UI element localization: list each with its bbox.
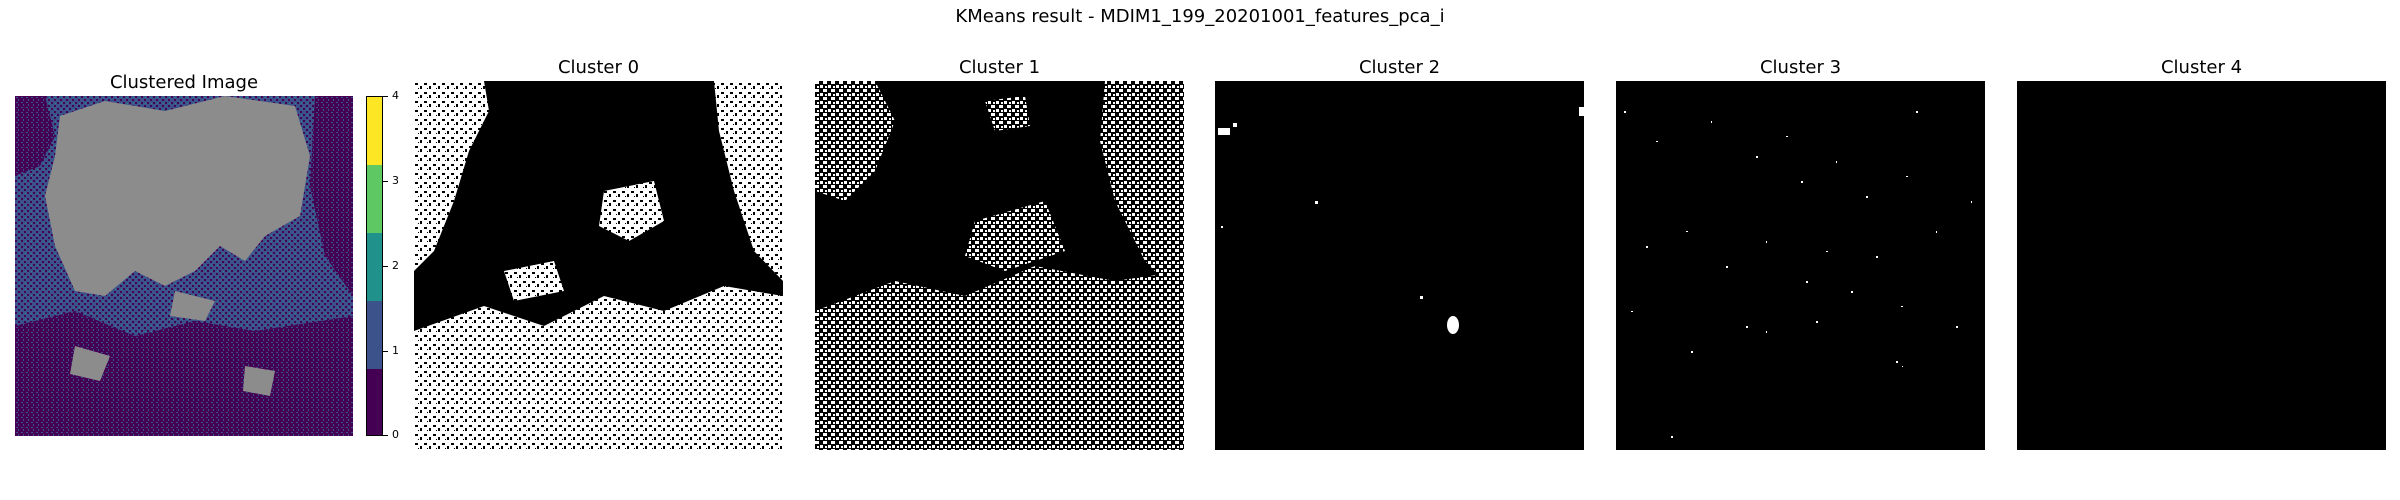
colorbar-tick-label: 3 bbox=[392, 174, 399, 187]
colorbar-tick bbox=[383, 181, 388, 182]
clustered-image-gray-patch bbox=[70, 346, 110, 381]
colorbar-segment-2 bbox=[367, 233, 382, 301]
clustered-image-title: Clustered Image bbox=[109, 72, 259, 93]
colorbar-tick-label: 4 bbox=[392, 89, 399, 102]
clustered-image-dark-region-left bbox=[15, 96, 55, 176]
colorbar-tick-label: 1 bbox=[392, 344, 399, 357]
cluster-4-title: Cluster 4 bbox=[2160, 57, 2243, 78]
colorbar-tick bbox=[383, 351, 388, 352]
clustered-image-dark-region-right bbox=[310, 96, 353, 296]
cluster-0-mask-panel bbox=[414, 81, 783, 450]
cluster-1-mask-region bbox=[985, 96, 1030, 131]
cluster-2-mask-spot bbox=[1579, 107, 1584, 116]
cluster-1-title: Cluster 1 bbox=[958, 57, 1041, 78]
clustered-image-gray-patch bbox=[170, 291, 215, 321]
colorbar bbox=[366, 96, 383, 436]
colorbar-segment-1 bbox=[367, 301, 382, 369]
cluster-0-mask-region bbox=[414, 286, 783, 450]
cluster-1-mask-region bbox=[1100, 81, 1184, 301]
cluster-3-mask-speckles bbox=[1624, 111, 1972, 438]
colorbar-segment-3 bbox=[367, 165, 382, 233]
cluster-0-mask-region bbox=[414, 81, 489, 271]
colorbar-tick-label: 2 bbox=[392, 259, 399, 272]
cluster-2-mask-spot bbox=[1315, 201, 1318, 204]
colorbar-tick bbox=[383, 266, 388, 267]
colorbar-segment-4 bbox=[367, 97, 382, 165]
clustered-image-gray-patch bbox=[243, 366, 275, 396]
colorbar-tick bbox=[383, 435, 388, 436]
cluster-2-mask-spot bbox=[1420, 296, 1423, 299]
cluster-2-mask-spot bbox=[1233, 123, 1237, 127]
colorbar-tick-label: 0 bbox=[392, 428, 399, 441]
clustered-image-dark-region bbox=[15, 311, 353, 436]
figure-suptitle: KMeans result - MDIM1_199_20201001_featu… bbox=[955, 6, 1445, 27]
cluster-1-mask-region bbox=[815, 266, 1184, 450]
clustered-image-gray-region bbox=[45, 96, 310, 296]
colorbar-segment-0 bbox=[367, 369, 382, 435]
cluster-1-mask-region bbox=[965, 201, 1065, 271]
cluster-3-title: Cluster 3 bbox=[1759, 57, 1842, 78]
cluster-1-mask-region bbox=[815, 81, 895, 201]
cluster-2-mask-panel bbox=[1215, 81, 1584, 450]
cluster-2-mask-spot bbox=[1218, 128, 1230, 135]
cluster-0-mask-region bbox=[599, 181, 664, 241]
colorbar-tick bbox=[383, 96, 388, 97]
cluster-0-title: Cluster 0 bbox=[557, 57, 640, 78]
clustered-image-panel bbox=[15, 96, 353, 436]
cluster-0-mask-region bbox=[714, 81, 783, 281]
cluster-2-mask-spot bbox=[1221, 226, 1223, 228]
cluster-4-mask-panel bbox=[2017, 81, 2386, 450]
cluster-0-mask-region bbox=[504, 261, 564, 301]
cluster-2-title: Cluster 2 bbox=[1358, 57, 1441, 78]
cluster-1-mask-panel bbox=[815, 81, 1184, 450]
cluster-3-mask-panel bbox=[1616, 81, 1985, 450]
cluster-2-mask-spot bbox=[1447, 316, 1459, 334]
